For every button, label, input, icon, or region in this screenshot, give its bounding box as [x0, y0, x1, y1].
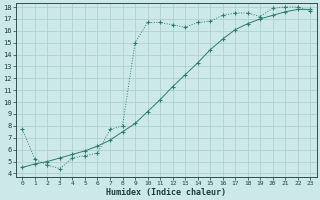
X-axis label: Humidex (Indice chaleur): Humidex (Indice chaleur)	[106, 188, 226, 197]
